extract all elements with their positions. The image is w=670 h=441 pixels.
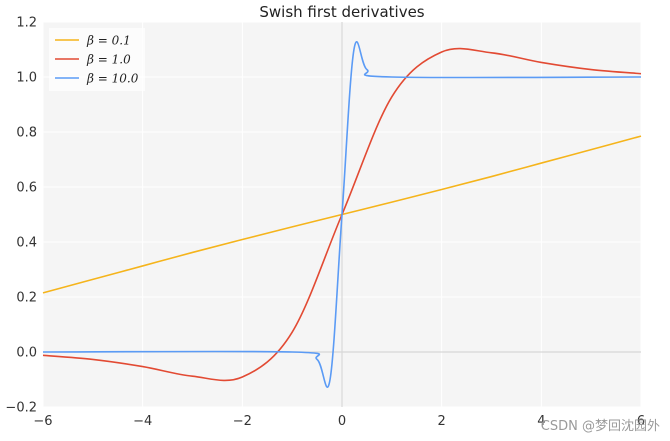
legend: β = 0.1 β = 1.0 β = 10.0 bbox=[49, 28, 145, 91]
chart-title: Swish first derivatives bbox=[259, 3, 424, 21]
y-tick-label: 1.0 bbox=[16, 71, 37, 86]
y-tick-label: 0.8 bbox=[16, 126, 37, 141]
x-tick-label: −4 bbox=[133, 414, 152, 429]
x-tick-label: −6 bbox=[33, 414, 52, 429]
x-tick-label: 4 bbox=[537, 414, 545, 429]
y-tick-label: 0.2 bbox=[16, 291, 37, 306]
y-tick-label: 0.0 bbox=[16, 346, 37, 361]
y-tick-label: 1.2 bbox=[16, 16, 37, 31]
y-tick-label: 0.4 bbox=[16, 236, 37, 251]
watermark-text: CSDN @梦回沈园外 bbox=[541, 419, 660, 434]
legend-label: β = 10.0 bbox=[86, 72, 139, 86]
x-tick-label: 0 bbox=[338, 414, 346, 429]
legend-label: β = 1.0 bbox=[86, 53, 131, 67]
series-line-beta-10 bbox=[42, 40, 642, 389]
x-tick-label: −2 bbox=[233, 414, 252, 429]
x-tick-label: 6 bbox=[637, 414, 645, 429]
y-tick-label: 0.6 bbox=[16, 181, 37, 196]
x-tick-label: 2 bbox=[438, 414, 446, 429]
y-tick-label: −0.2 bbox=[5, 401, 37, 416]
series-lines bbox=[42, 40, 642, 389]
legend-label: β = 0.1 bbox=[86, 34, 131, 48]
tick-labels: −6 −4 −2 0 2 4 6 −0.2 0.0 0.2 0.4 0.6 0.8 1.0 1.2 bbox=[5, 16, 645, 430]
